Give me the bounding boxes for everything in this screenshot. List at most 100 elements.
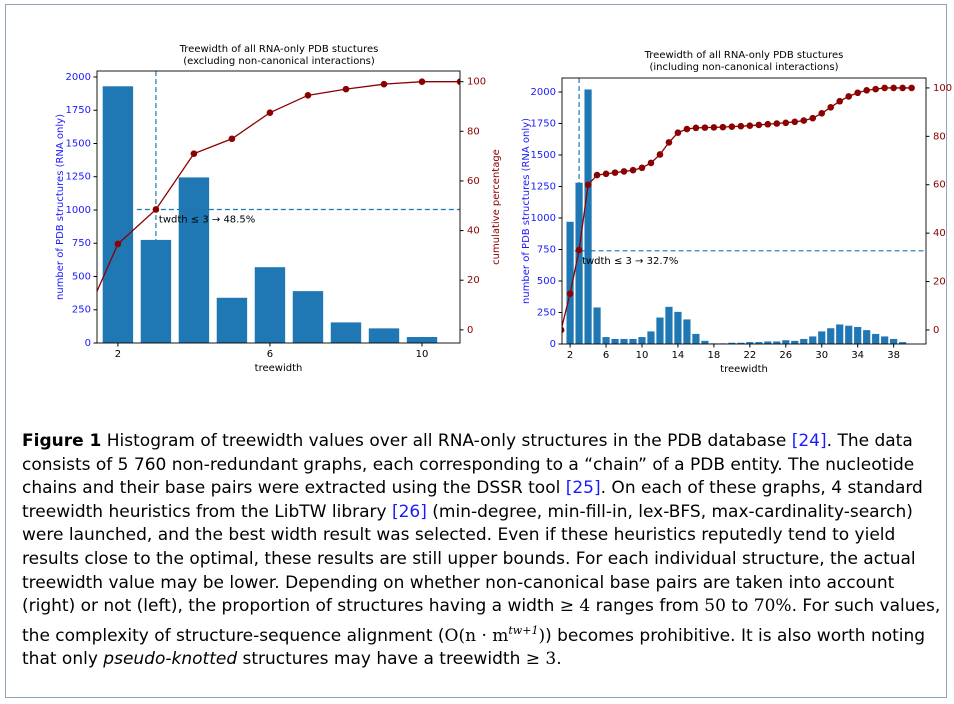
- bar: [899, 342, 907, 344]
- caption-normal: structures may have a treewidth: [237, 649, 526, 670]
- x-tick-label: 6: [603, 350, 609, 361]
- cumulative-point: [152, 206, 160, 213]
- cumulative-point: [809, 114, 817, 122]
- y2-tick-label: 60: [467, 176, 480, 187]
- cumulative-point: [647, 159, 655, 167]
- cumulative-point: [827, 103, 835, 111]
- bar: [584, 89, 592, 344]
- cumulative-point: [818, 110, 826, 117]
- figure-caption: Figure 1 Histogram of treewidth values o…: [22, 430, 942, 672]
- bar: [764, 341, 772, 344]
- y-tick-label: 2000: [66, 72, 91, 83]
- y2-tick-label: 0: [467, 325, 473, 336]
- cumulative-point: [584, 181, 592, 189]
- bar: [737, 342, 745, 344]
- y-tick-label: 1500: [531, 150, 556, 161]
- cumulative-point: [692, 124, 700, 132]
- bar: [782, 340, 790, 344]
- bar: [178, 177, 210, 343]
- y2-tick-label: 60: [933, 180, 946, 191]
- chart-subtitle: (excluding non-canonical interactions): [183, 56, 375, 67]
- x-tick-label: 34: [851, 350, 864, 361]
- bar: [674, 311, 682, 344]
- y2-tick-label: 20: [467, 275, 480, 286]
- y-tick-label: 750: [72, 238, 91, 249]
- cumulative-point: [719, 123, 727, 131]
- bar: [647, 331, 655, 344]
- cumulative-point: [190, 150, 198, 157]
- caption-sup: tw+1: [508, 623, 539, 637]
- bar: [629, 338, 637, 344]
- bar: [881, 336, 889, 344]
- bar: [656, 317, 664, 344]
- x-tick-label: 2: [567, 350, 573, 361]
- x-tick-label: 30: [815, 350, 828, 361]
- x-tick-label: 10: [636, 350, 649, 361]
- bar: [836, 324, 844, 344]
- caption-math: O(n · m: [444, 625, 509, 646]
- bar: [368, 328, 400, 343]
- caption-math: ≥ 4: [559, 596, 591, 617]
- cumulative-point: [656, 151, 664, 158]
- caption-link[interactable]: [25]: [565, 478, 601, 499]
- caption-math: ): [538, 625, 546, 646]
- cumulative-point: [773, 120, 781, 127]
- cumulative-point: [701, 124, 709, 131]
- cumulative-point: [800, 117, 808, 124]
- y-tick-label: 750: [537, 244, 556, 255]
- y-tick-label: 250: [537, 307, 556, 318]
- cumulative-point: [683, 125, 691, 133]
- bar: [854, 326, 862, 344]
- x-axis-label: treewidth: [255, 363, 303, 374]
- bar: [102, 86, 134, 343]
- cumulative-point: [755, 121, 763, 129]
- x-tick-label: 22: [743, 350, 756, 361]
- x-tick-label: 18: [708, 350, 721, 361]
- y2-tick-label: 100: [933, 83, 952, 94]
- cumulative-point: [611, 169, 619, 176]
- cumulative-point: [890, 84, 897, 92]
- caption-bold: Figure 1: [22, 431, 102, 451]
- cumulative-point: [342, 85, 350, 93]
- caption-normal: Histogram of treewidth values over all R…: [101, 431, 792, 451]
- cumulative-point: [304, 92, 312, 99]
- caption-normal: . The data consists of 5 760 non-redunda…: [22, 431, 915, 499]
- bar: [701, 340, 709, 344]
- bar: [728, 342, 736, 344]
- chart-title: Treewidth of all RNA-only PDB stuctures: [179, 44, 379, 55]
- annotation: twdth ≤ 3 → 32.7%: [582, 256, 678, 267]
- cumulative-point: [620, 168, 628, 175]
- bar: [746, 342, 754, 344]
- caption-normal: ) becomes prohibitive. It is also worth …: [22, 625, 926, 670]
- cumulative-point: [764, 120, 772, 128]
- y2-tick-label: 40: [467, 226, 480, 237]
- y2-tick-label: 0: [933, 325, 939, 336]
- figure-frame: [5, 4, 947, 698]
- y-tick-label: 1500: [66, 138, 91, 149]
- bar: [330, 322, 362, 343]
- y-tick-label: 250: [72, 305, 91, 316]
- y2-tick-label: 40: [933, 228, 946, 239]
- bar: [872, 333, 880, 344]
- caption-math: 70%: [753, 596, 792, 617]
- bar: [773, 341, 781, 344]
- y2-tick-label: 20: [933, 277, 946, 288]
- y-tick-label: 1000: [66, 205, 91, 216]
- y-tick-label: 500: [537, 276, 556, 287]
- y-tick-label: 1250: [531, 181, 556, 192]
- bar: [800, 338, 808, 344]
- bar: [665, 306, 673, 344]
- caption-link[interactable]: [24]: [791, 431, 827, 451]
- y2-axis-label: cumulative percentage: [491, 149, 502, 265]
- caption-normal: . For such values, the complexity of str…: [22, 596, 941, 646]
- y-axis-label: number of PDB structures (RNA only): [521, 118, 532, 304]
- cumulative-point: [593, 171, 601, 179]
- caption-normal: (min-degree, min-fill-in, lex-BFS, max-c…: [22, 501, 916, 617]
- y2-tick-label: 100: [467, 77, 486, 88]
- cumulative-point: [836, 97, 844, 105]
- caption-math: 50: [704, 596, 726, 617]
- cumulative-point: [710, 124, 718, 131]
- caption-link[interactable]: [26]: [391, 501, 427, 522]
- cumulative-point: [881, 84, 888, 92]
- cumulative-point: [575, 246, 583, 254]
